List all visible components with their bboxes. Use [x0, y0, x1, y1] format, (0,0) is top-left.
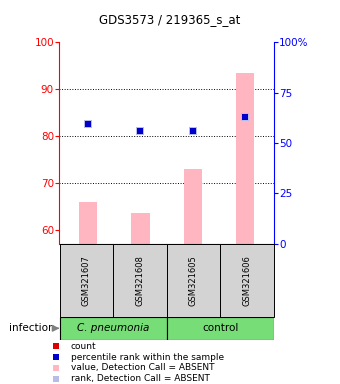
Text: GSM321608: GSM321608 [135, 255, 144, 306]
Text: GDS3573 / 219365_s_at: GDS3573 / 219365_s_at [99, 13, 241, 26]
Bar [167, 244, 220, 317]
Text: count: count [71, 342, 97, 351]
Bar [236, 73, 254, 244]
Text: control: control [202, 323, 238, 333]
Bar [184, 169, 202, 244]
Bar [59, 244, 113, 317]
Bar [220, 244, 274, 317]
Text: value, Detection Call = ABSENT: value, Detection Call = ABSENT [71, 363, 214, 372]
Text: percentile rank within the sample: percentile rank within the sample [71, 353, 224, 362]
Bar [79, 202, 97, 244]
Text: GSM321606: GSM321606 [242, 255, 251, 306]
Text: GSM321605: GSM321605 [189, 255, 198, 306]
Text: rank, Detection Call = ABSENT: rank, Detection Call = ABSENT [71, 374, 210, 383]
Bar [131, 214, 150, 244]
Bar [113, 244, 167, 317]
Bar [167, 317, 274, 340]
Text: GSM321607: GSM321607 [82, 255, 91, 306]
Text: C. pneumonia: C. pneumonia [77, 323, 149, 333]
Text: infection: infection [8, 323, 54, 333]
Bar [59, 317, 167, 340]
